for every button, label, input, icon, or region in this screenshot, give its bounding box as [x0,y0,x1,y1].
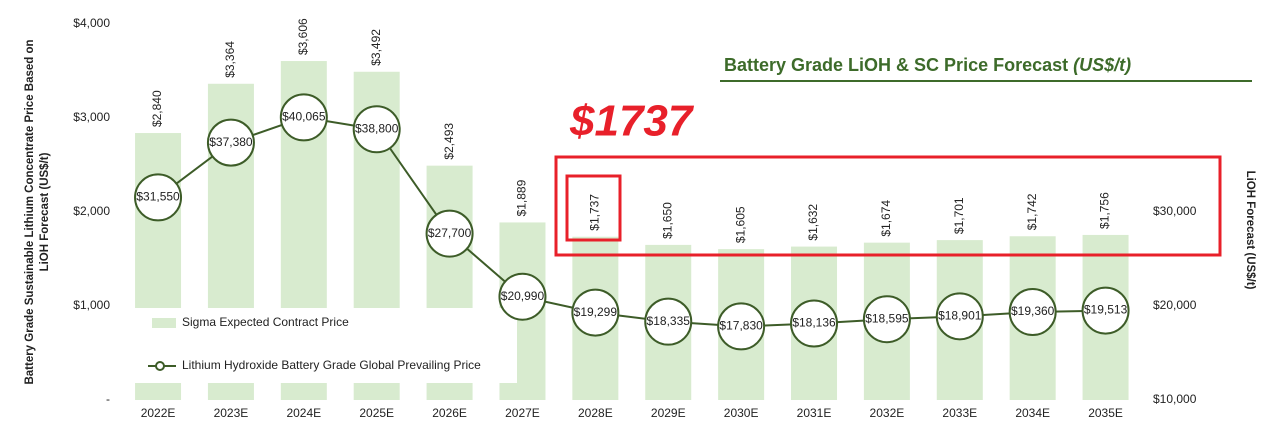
x-tick-label: 2033E [942,406,977,420]
bar-value-label: $1,742 [1025,193,1039,230]
bar-value-label: $1,701 [952,197,966,234]
chart-title: Battery Grade LiOH & SC Price Forecast (… [724,55,1131,75]
x-tick-label: 2028E [578,406,613,420]
bar-value-label: $2,493 [442,123,456,160]
bar-value-label: $3,606 [296,18,310,55]
legend-swatch [155,361,165,371]
highlight-box [554,155,1222,257]
x-tick-label: 2031E [797,406,832,420]
bar-value-label: $1,756 [1098,192,1112,229]
line-value-label: $17,830 [719,319,763,333]
x-tick-label: 2034E [1015,406,1050,420]
bar-value-label: $1,650 [660,202,674,239]
legend-swatch [152,318,176,328]
legend-box [132,308,517,383]
y-tick-label: - [106,392,110,406]
x-tick-label: 2029E [651,406,686,420]
x-tick-label: 2022E [141,406,176,420]
line-value-label: $40,065 [282,110,326,124]
bar-value-label: $3,364 [223,41,237,78]
bar-value-label: $1,632 [806,204,820,241]
line-marker [790,299,839,348]
line-value-label: $18,901 [938,309,982,323]
y-tick-label: $2,000 [73,204,110,218]
y-axis-title: Battery Grade Sustainable Lithium Concen… [24,39,36,384]
y-tick-label: $1,000 [73,298,110,312]
bar-value-label: $1,605 [733,206,747,243]
x-tick-label: 2023E [214,406,249,420]
x-tick-label: 2027E [505,406,540,420]
line-marker [498,272,547,321]
highlight-box [565,174,622,242]
line-value-label: $19,299 [574,305,618,319]
bar-value-label: $2,840 [150,90,164,127]
x-tick-label: 2026E [432,406,467,420]
y2-tick-label: $10,000 [1153,392,1197,406]
line-marker [862,295,911,344]
line-marker [571,288,620,337]
annotation: $1737 [569,97,695,146]
line-value-label: $18,136 [792,316,836,330]
line-value-label: $20,990 [501,289,545,303]
y2-tick-label: $30,000 [1153,204,1197,218]
line-value-label: $27,700 [428,226,472,240]
y2-tick-label: $20,000 [1153,298,1197,312]
line-marker [425,209,474,258]
title-unit: (US$/t) [1073,55,1131,75]
line-marker [1008,288,1057,337]
plot-area: - $1,000 $2,000 $3,000 $4,000 $10,000 $20,000 $… [73,16,1196,420]
line-value-label: $19,513 [1084,303,1128,317]
y-axis-title: LiOH Forecast (US$/t) [39,152,51,271]
line-marker [644,297,693,346]
x-tick-label: 2032E [870,406,905,420]
y2-axis-title: LiOH Forecast (US$/t) [1244,171,1256,290]
x-tick-label: 2025E [359,406,394,420]
line-marker [352,105,401,154]
bar-value-label: $1,737 [588,194,602,231]
y-tick-label: $3,000 [73,110,110,124]
title-text: Battery Grade LiOH & SC Price Forecast [724,55,1068,75]
legend-label: Lithium Hydroxide Battery Grade Global P… [182,358,481,372]
line-value-label: $19,360 [1011,304,1055,318]
line-marker [279,93,328,142]
x-tick-label: 2035E [1088,406,1123,420]
line-marker [935,292,984,341]
bar-value-label: $1,889 [515,179,529,216]
line-value-label: $18,335 [647,314,691,328]
line-marker [206,118,255,167]
line-value-label: $38,800 [355,121,399,135]
legend-label: Sigma Expected Contract Price [182,315,349,329]
y-tick-label: $4,000 [73,16,110,30]
line-marker [1081,286,1130,335]
bar-value-label: $1,674 [879,200,893,237]
line-marker [717,302,766,351]
line-value-label: $31,550 [136,190,180,204]
line-value-label: $37,380 [209,135,253,149]
x-tick-label: 2024E [286,406,321,420]
bar-value-label: $3,492 [369,29,383,66]
x-tick-label: 2030E [724,406,759,420]
line-marker [134,173,183,222]
line-value-label: $18,595 [865,311,909,325]
